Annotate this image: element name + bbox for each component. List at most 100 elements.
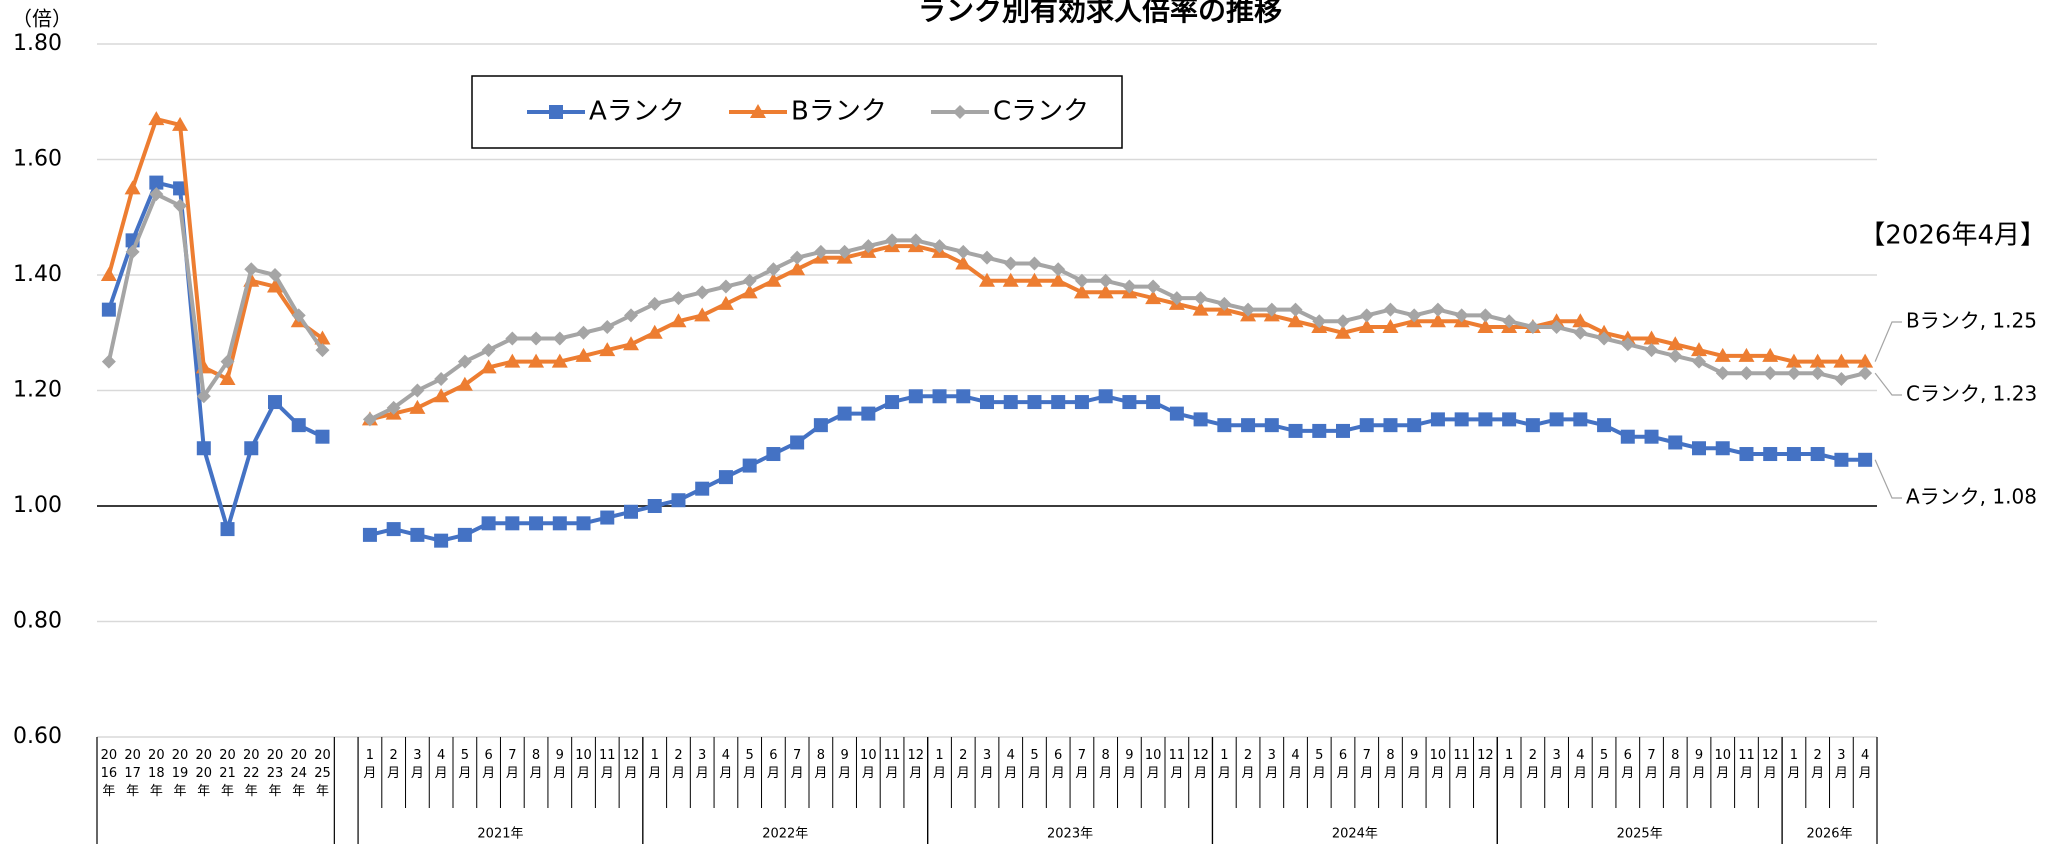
marker: [789, 261, 806, 276]
marker: [1288, 423, 1303, 438]
legend-marker: [953, 105, 967, 119]
marker: [1643, 330, 1660, 345]
marker: [1786, 447, 1801, 462]
marker: [1050, 272, 1067, 287]
marker: [1692, 441, 1706, 456]
marker: [315, 343, 330, 358]
legend-marker: [750, 104, 766, 118]
y-tick-label: 1.40: [13, 262, 62, 287]
marker: [1691, 342, 1707, 357]
marker: [1003, 256, 1018, 271]
marker: [551, 353, 568, 368]
marker: [1382, 318, 1399, 333]
marker: [1383, 302, 1398, 317]
marker: [505, 516, 520, 531]
x-tick-label: 12 月: [1192, 748, 1209, 781]
data-label: Cランク, 1.23: [1906, 382, 2037, 406]
marker: [173, 198, 188, 213]
x-tick-label: 20 18 年: [148, 748, 165, 799]
marker: [695, 285, 710, 300]
marker: [1335, 324, 1351, 339]
marker: [885, 395, 900, 410]
marker: [1477, 318, 1494, 333]
marker: [1098, 273, 1113, 288]
marker: [1073, 284, 1090, 299]
marker: [742, 458, 757, 473]
marker: [1834, 371, 1849, 386]
marker: [480, 359, 497, 374]
x-tick-label: 12 月: [623, 748, 640, 781]
marker: [1287, 313, 1304, 328]
marker: [1217, 418, 1232, 433]
marker: [362, 527, 377, 542]
marker: [1002, 272, 1019, 287]
marker: [1502, 412, 1517, 427]
marker: [790, 435, 805, 450]
marker: [837, 244, 852, 259]
marker: [220, 522, 235, 537]
marker: [1714, 347, 1731, 362]
marker: [1834, 452, 1849, 467]
marker: [980, 395, 994, 410]
marker: [813, 244, 828, 259]
group-label: 2024年: [1332, 827, 1378, 842]
group-label: 2026年: [1806, 827, 1852, 842]
marker: [410, 527, 425, 542]
legend-label: Cランク: [993, 97, 1089, 127]
marker: [1264, 302, 1279, 317]
marker: [1288, 302, 1303, 317]
x-tick-label: 20 22 年: [243, 748, 260, 799]
marker: [1810, 447, 1825, 462]
marker: [765, 272, 782, 287]
marker: [1809, 353, 1826, 368]
x-tick-label: 10 月: [860, 748, 877, 781]
marker: [576, 516, 591, 531]
marker: [1336, 314, 1350, 329]
marker: [718, 470, 733, 485]
marker: [552, 331, 567, 346]
marker: [1051, 262, 1066, 277]
marker: [1145, 290, 1162, 305]
marker: [624, 308, 638, 323]
marker: [386, 522, 401, 537]
marker: [1667, 336, 1684, 351]
marker: [599, 342, 616, 357]
marker: [196, 441, 211, 456]
marker: [671, 493, 686, 508]
marker: [100, 267, 117, 281]
marker: [717, 295, 734, 310]
marker: [1359, 418, 1374, 433]
x-tick-label: 20 25 年: [314, 748, 331, 799]
marker: [623, 336, 639, 351]
marker: [670, 313, 687, 328]
marker: [1620, 337, 1635, 352]
leader-line: [1874, 459, 1902, 499]
marker: [1502, 314, 1517, 329]
marker: [1336, 423, 1350, 438]
marker: [1146, 395, 1161, 410]
marker: [575, 347, 592, 362]
marker: [1525, 418, 1540, 433]
marker: [600, 319, 615, 334]
x-tick-label: 20 20 年: [196, 748, 213, 799]
legend-label: Aランク: [589, 97, 685, 127]
marker: [1858, 452, 1873, 467]
marker: [173, 181, 188, 196]
legend-marker: [549, 105, 563, 119]
marker: [1858, 366, 1873, 381]
